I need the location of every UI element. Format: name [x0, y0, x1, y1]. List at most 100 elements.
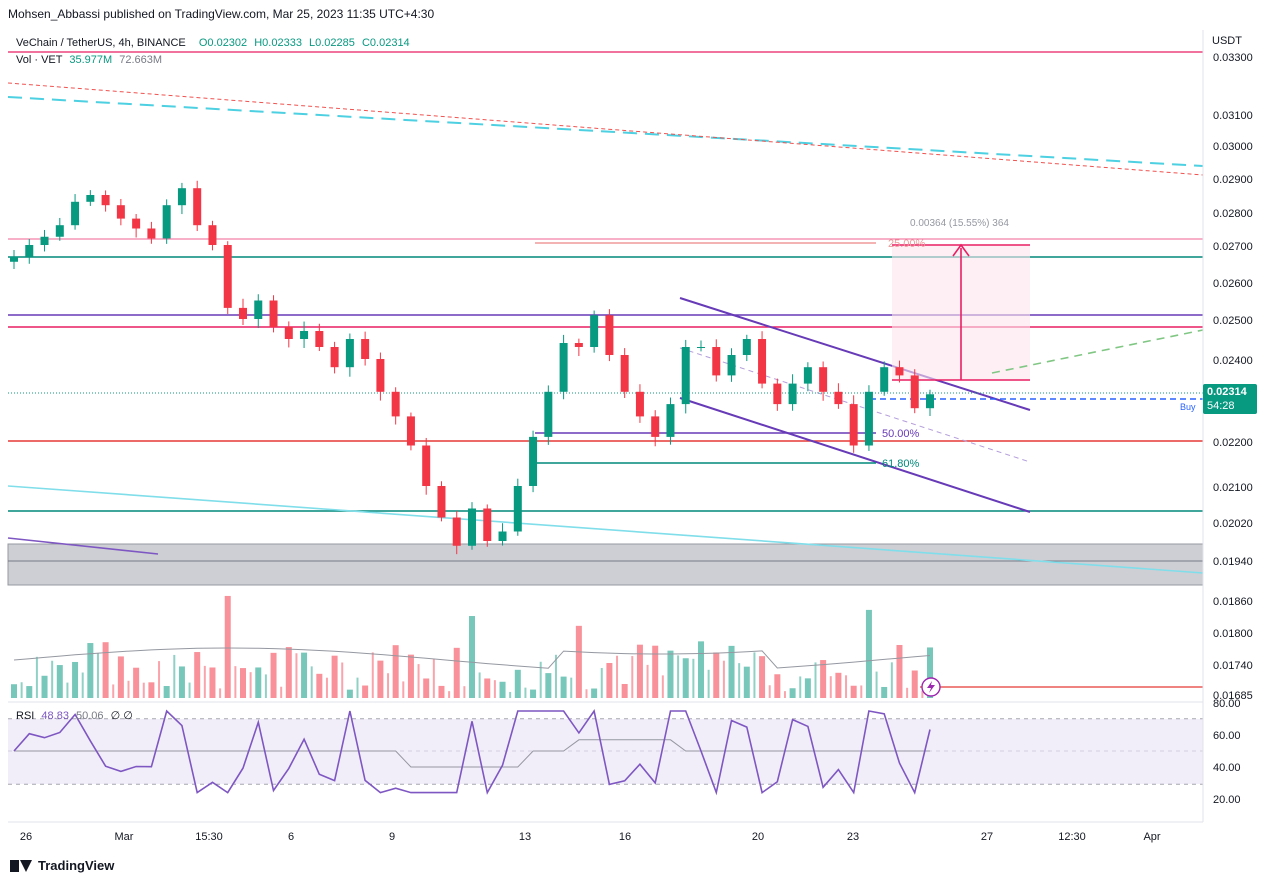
- rsi-label[interactable]: RSI: [16, 710, 35, 722]
- volume-bar: [545, 673, 552, 698]
- price-tick-label: 0.02600: [1213, 278, 1253, 290]
- volume-bar: [713, 652, 720, 698]
- volume-bar: [783, 691, 786, 698]
- symbol-title[interactable]: VeChain / TetherUS, 4h, BINANCE: [16, 37, 186, 49]
- volume-bar: [591, 688, 598, 698]
- support-zone: [7, 543, 1204, 586]
- candle-body: [727, 355, 736, 376]
- volume-bar: [112, 684, 115, 698]
- price-tick-label: 0.01800: [1213, 628, 1253, 640]
- price-tick-label: 0.02800: [1213, 208, 1253, 220]
- candle-body: [452, 517, 461, 546]
- candle-body: [269, 300, 278, 327]
- volume-bar: [402, 681, 405, 698]
- volume-bar: [484, 678, 491, 698]
- rsi-tick-label: 20.00: [1213, 794, 1241, 806]
- candle-body: [635, 391, 644, 417]
- volume-bar: [173, 654, 176, 698]
- volume-bar: [331, 655, 338, 698]
- volume-bar: [96, 653, 99, 698]
- volume-bar: [493, 680, 496, 698]
- candle-body: [742, 339, 751, 355]
- volume-bar: [820, 660, 827, 698]
- candle-body: [712, 347, 721, 376]
- candle-body: [361, 339, 370, 359]
- volume-bar: [570, 677, 573, 698]
- time-tick-label: 27: [981, 831, 993, 843]
- volume-bar: [20, 682, 23, 698]
- candle-body: [498, 531, 507, 541]
- volume-bar: [829, 676, 832, 698]
- tradingview-logo[interactable]: TradingView: [10, 858, 114, 873]
- candle-body: [849, 404, 858, 446]
- candle-body: [697, 347, 705, 348]
- candle-body: [529, 436, 538, 486]
- candle-body: [819, 367, 828, 392]
- currency-label: USDT: [1212, 35, 1242, 47]
- volume-bar: [698, 641, 704, 698]
- volume-bar: [621, 683, 628, 698]
- candle-body: [559, 343, 568, 392]
- candle-body: [116, 205, 125, 219]
- volume-bar: [478, 672, 481, 698]
- volume-bar: [255, 667, 262, 698]
- volume-bar: [759, 656, 766, 698]
- volume-bar: [789, 688, 796, 698]
- volume-ma-line: [13, 647, 931, 669]
- candle-body: [590, 315, 599, 347]
- volume-bar: [234, 666, 237, 698]
- price-tick-label: 0.01740: [1213, 660, 1253, 672]
- volume-bar: [224, 595, 231, 698]
- candle-body: [223, 245, 232, 308]
- volume-bar: [600, 667, 603, 698]
- candle-body: [834, 391, 843, 405]
- buy-label: Buy: [1180, 402, 1196, 412]
- ohlc-low: L0.02285: [309, 37, 355, 49]
- time-tick-label: 16: [619, 831, 631, 843]
- volume-bar: [285, 647, 292, 698]
- long-trendline-red-dashed: [7, 82, 1204, 176]
- rsi-tick-label: 60.00: [1213, 730, 1241, 742]
- candle-body: [55, 225, 64, 237]
- candle-body: [773, 383, 782, 405]
- volume-bar: [463, 686, 466, 698]
- volume-bar: [219, 688, 222, 698]
- publisher-caption: Mohsen_Abbassi published on TradingView.…: [8, 7, 435, 21]
- volume-bar: [631, 656, 634, 698]
- short-trendline-purple: [7, 537, 159, 555]
- volume-bar: [148, 682, 155, 698]
- candle-body: [254, 300, 263, 319]
- volume-bar: [35, 656, 38, 698]
- volume-bar: [850, 685, 857, 698]
- volume-bar: [860, 685, 863, 698]
- candle-body: [25, 245, 34, 257]
- rsi-value: 48.83: [41, 710, 69, 722]
- time-tick-label: Apr: [1143, 831, 1160, 843]
- candle-body: [864, 391, 873, 446]
- candle-body: [86, 195, 95, 202]
- volume-bar: [509, 691, 512, 698]
- candle-body: [605, 315, 614, 355]
- volume-bar: [346, 689, 353, 698]
- volume-bar: [194, 652, 201, 698]
- candle-body: [574, 343, 583, 347]
- candle-body: [468, 508, 476, 546]
- time-tick-label: 20: [752, 831, 764, 843]
- volume-label[interactable]: Vol · VET: [16, 54, 63, 66]
- volume-bar: [835, 672, 842, 698]
- time-tick-label: 6: [288, 831, 294, 843]
- time-tick-label: 13: [519, 831, 531, 843]
- volume-bar: [325, 677, 328, 698]
- price-tick-label: 0.01685: [1213, 690, 1253, 702]
- candle-body: [803, 367, 812, 384]
- ohlc-close: C0.02314: [361, 37, 410, 49]
- volume-bar: [652, 645, 659, 698]
- rsi-extra: ∅ ∅: [110, 710, 133, 722]
- volume-bar: [606, 663, 613, 698]
- volume-bar: [142, 682, 145, 698]
- candle-body: [239, 307, 247, 319]
- volume-bar: [11, 684, 17, 698]
- price-tick-label: 0.03000: [1213, 141, 1253, 153]
- candle-body: [513, 486, 522, 532]
